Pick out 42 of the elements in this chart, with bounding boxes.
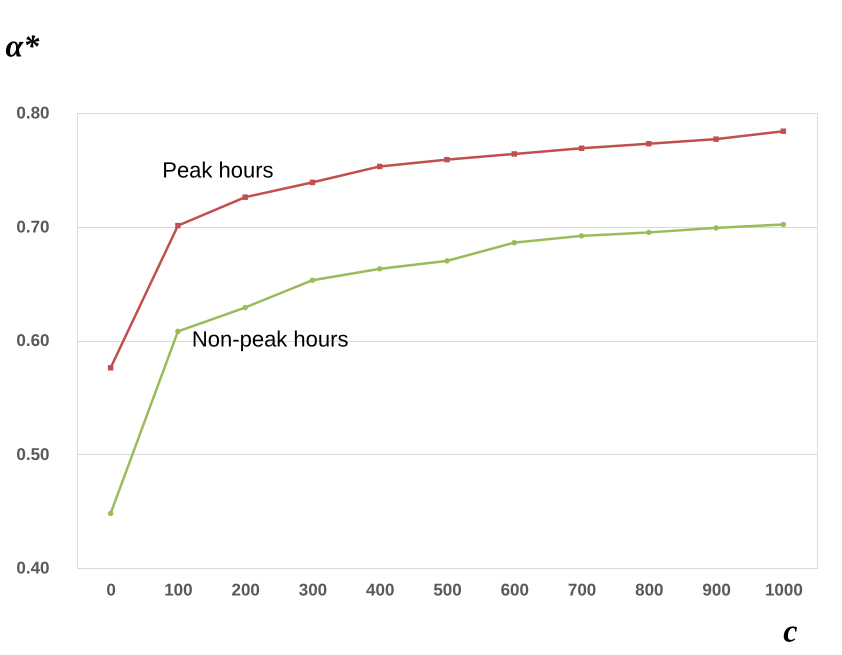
x-tick-label: 800 (635, 580, 664, 600)
x-axis-title: c (783, 612, 798, 648)
x-tick-label: 900 (702, 580, 731, 600)
x-tick-label: 100 (164, 580, 193, 600)
point (242, 194, 248, 200)
x-tick-label: 0 (106, 580, 116, 600)
point (512, 240, 518, 246)
point (578, 146, 584, 151)
point (376, 266, 382, 272)
point (444, 156, 450, 162)
x-tick-label: 500 (433, 580, 462, 600)
point (713, 225, 719, 231)
x-tick-label: 400 (366, 580, 394, 600)
point (108, 365, 114, 371)
point (175, 222, 181, 228)
series-label: Peak hours (162, 158, 274, 183)
y-axis-title: α* (6, 28, 40, 64)
y-tick-label: 0.40 (16, 558, 50, 578)
point (310, 180, 316, 186)
point (175, 328, 181, 334)
x-tick-label: 700 (568, 580, 596, 600)
point (646, 230, 652, 236)
point (713, 136, 719, 142)
x-tick-label: 1000 (764, 580, 803, 600)
point (376, 164, 382, 170)
y-tick-label: 0.60 (16, 331, 50, 350)
point (780, 222, 786, 228)
x-tick-label: 200 (231, 580, 260, 600)
x-tick-label: 300 (298, 580, 328, 600)
point (646, 140, 652, 146)
point (242, 304, 248, 310)
series-label: Non-peak hours (192, 326, 348, 352)
y-tick-label: 0.70 (16, 217, 50, 236)
point (310, 277, 316, 283)
point (444, 258, 450, 264)
point (108, 510, 114, 516)
y-tick-label: 0.80 (16, 104, 50, 122)
y-tick-label: 0.50 (16, 444, 50, 464)
point (578, 233, 584, 239)
point (512, 151, 518, 157)
x-tick-label: 600 (500, 580, 529, 600)
point (780, 128, 786, 134)
